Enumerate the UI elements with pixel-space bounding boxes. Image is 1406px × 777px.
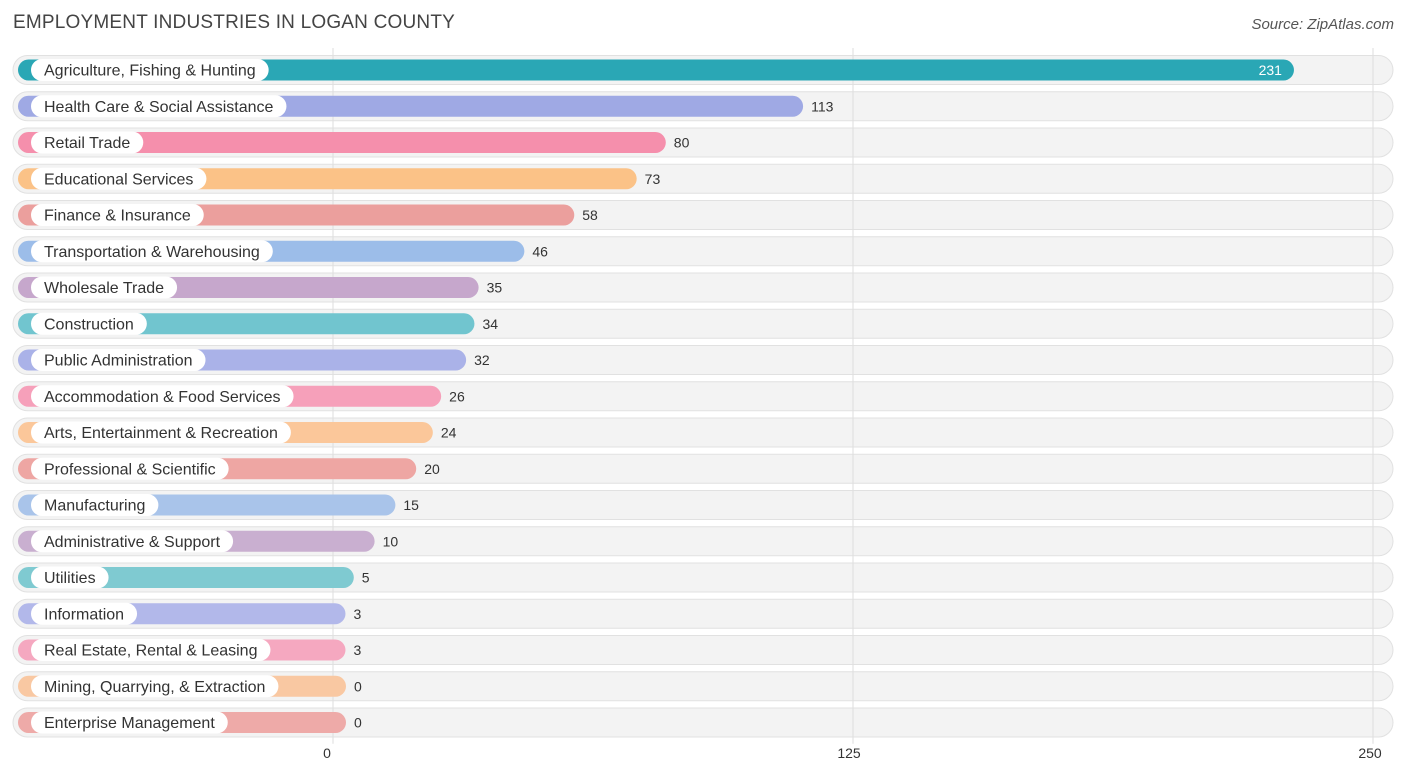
bar-label: Manufacturing: [44, 498, 145, 515]
bar-label: Enterprise Management: [44, 715, 215, 732]
bar-label: Construction: [44, 316, 134, 333]
row-track: [12, 598, 1394, 629]
source-credit: Source: ZipAtlas.com: [1251, 16, 1394, 33]
bar-label-pill: [31, 639, 271, 661]
bar-label-pill: [31, 675, 279, 698]
bar-label: Transportation & Warehousing: [44, 244, 260, 261]
bar-label: Finance & Insurance: [44, 208, 191, 225]
bar-value: 15: [403, 497, 419, 513]
bar-value: 34: [482, 316, 498, 332]
bar-value: 46: [532, 243, 548, 259]
x-tick-label: 0: [323, 745, 331, 761]
bar-value: 0: [354, 715, 362, 731]
bar-label-pill: [31, 711, 228, 734]
bar-value: 3: [353, 642, 361, 658]
chart-title: EMPLOYMENT INDUSTRIES IN LOGAN COUNTY: [13, 12, 455, 33]
bar-value: 35: [487, 280, 503, 296]
bar-label-pill: [31, 276, 178, 299]
bar: [18, 59, 1294, 81]
bar-label: Administrative & Support: [44, 534, 221, 551]
bar-label-pill: [31, 204, 204, 226]
bar-label-pill: [31, 95, 287, 118]
bar-label-pill: [31, 312, 147, 335]
bar-label: Accommodation & Food Services: [44, 389, 281, 406]
bar-label-pill: [31, 566, 109, 589]
bar-value: 26: [449, 388, 465, 404]
bar-value: 113: [811, 98, 834, 114]
x-tick-label: 250: [1358, 745, 1382, 761]
bar-value: 5: [362, 570, 370, 586]
bar-value: 231: [1259, 62, 1283, 78]
bar-label: Professional & Scientific: [44, 461, 216, 478]
bar-value: 3: [353, 606, 361, 622]
bar-label: Health Care & Social Assistance: [44, 99, 274, 116]
row-track: [12, 635, 1394, 665]
bar-label-pill: [31, 240, 273, 263]
bar-label: Public Administration: [44, 353, 193, 370]
row-track: [12, 562, 1394, 593]
bar-label: Mining, Quarrying, & Extraction: [44, 679, 265, 696]
bar-label: Retail Trade: [44, 135, 130, 152]
x-tick-label: 125: [837, 745, 861, 761]
bar-label-pill: [31, 457, 229, 480]
bar-label: Wholesale Trade: [44, 280, 164, 297]
bar-label: Utilities: [44, 570, 96, 587]
bar-label-pill: [31, 602, 138, 625]
bar-label-pill: [31, 59, 269, 81]
bar-value: 0: [354, 678, 362, 694]
bar-label: Agriculture, Fishing & Hunting: [44, 63, 256, 80]
row-track: [12, 671, 1394, 702]
bar-value: 10: [383, 533, 399, 549]
bar-value: 24: [441, 425, 457, 441]
bar-label-pill: [31, 349, 206, 371]
bar-value: 80: [674, 135, 690, 151]
bar-label: Information: [44, 606, 124, 623]
bar-value: 32: [474, 352, 490, 368]
bar-label-pill: [31, 385, 294, 408]
bar-label-pill: [31, 530, 234, 553]
bar-value: 73: [645, 171, 661, 187]
bar-label-pill: [31, 421, 291, 444]
bar-value: 20: [424, 461, 440, 477]
bar-label: Arts, Entertainment & Recreation: [44, 425, 278, 442]
bar: [18, 132, 666, 153]
bar-label-pill: [31, 131, 144, 154]
bar-label-pill: [31, 167, 207, 190]
bar-label: Educational Services: [44, 171, 193, 188]
row-track: [12, 707, 1394, 738]
bar-value: 58: [582, 207, 598, 223]
bar-label-pill: [31, 494, 159, 516]
bar-label: Real Estate, Rental & Leasing: [44, 643, 257, 660]
